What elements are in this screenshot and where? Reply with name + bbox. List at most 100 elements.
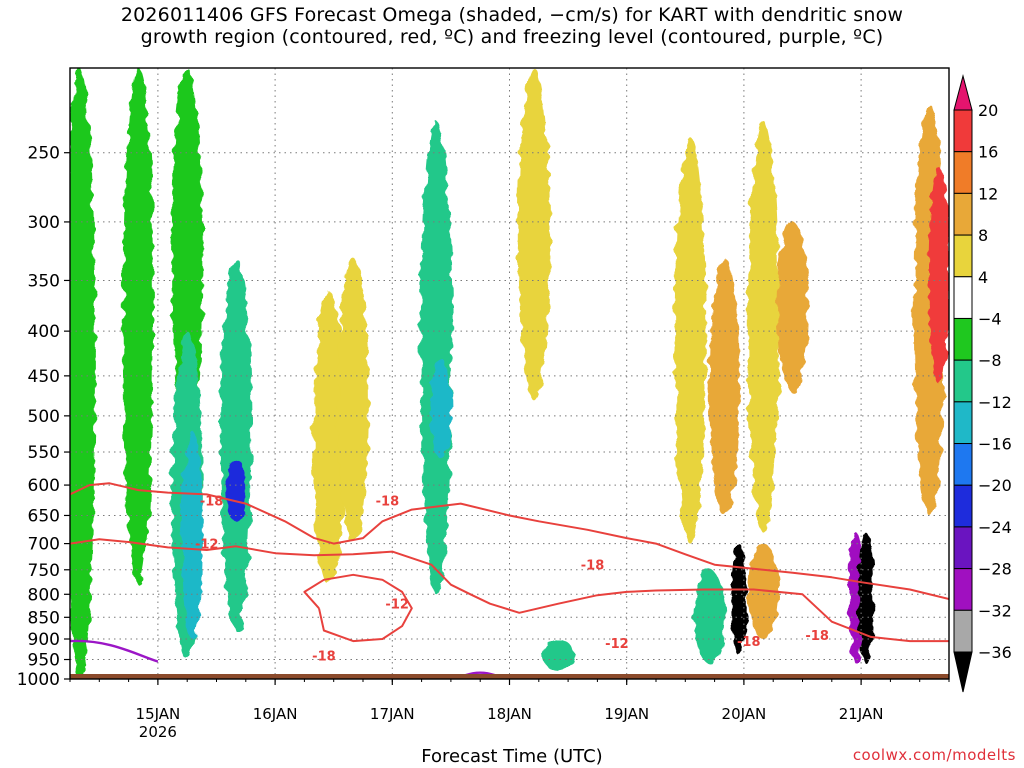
colorbar-label--12: −12 [978, 393, 1012, 412]
y-tick-label-900: 900 [28, 630, 60, 650]
colorbar-label-8: 8 [978, 226, 988, 245]
y-tick-label-500: 500 [28, 407, 60, 427]
omega-feature-8 [337, 258, 369, 544]
colorbar-label--20: −20 [978, 476, 1012, 495]
omega-feature-5 [220, 258, 252, 631]
y-tick-label-550: 550 [28, 443, 60, 463]
omega-feature-1 [122, 68, 154, 585]
omega-feature-14 [694, 569, 726, 664]
omega-feature-23 [928, 167, 949, 385]
x-tick-sublabel-year: 2026 [139, 723, 177, 741]
colorbar-label--28: −28 [978, 560, 1012, 579]
colorbar-label--16: −16 [978, 435, 1012, 454]
omega-shading [70, 68, 949, 679]
y-axis-pressure: 2503003504004505005506006507007508008509… [17, 144, 70, 690]
plot-frame [69, 67, 950, 680]
colorbar-bin-top [953, 74, 973, 111]
y-tick-label-350: 350 [28, 271, 60, 291]
x-tick-label-16JAN: 16JAN [253, 705, 298, 723]
colorbar-bin-9 [953, 443, 973, 486]
colorbar-bin-8 [953, 401, 973, 445]
dgz-label-3: -18 [312, 650, 336, 665]
y-tick-label-950: 950 [28, 651, 60, 671]
x-tick-label-17JAN: 17JAN [370, 705, 415, 723]
colorbar-bin-1 [953, 109, 973, 153]
omega-feature-17 [747, 121, 780, 533]
omega-feature-7 [313, 291, 345, 585]
y-tick-label-600: 600 [28, 476, 60, 496]
colorbar-label--32: −32 [978, 601, 1012, 620]
omega-feature-15 [708, 258, 740, 516]
colorbar-bin-3 [953, 192, 973, 236]
x-tick-label-21JAN: 21JAN [839, 705, 884, 723]
dgz-contour-minus12 [70, 538, 949, 643]
x-tick-label-20JAN: 20JAN [722, 705, 767, 723]
colorbar-label-4: 4 [978, 268, 988, 287]
dgz-label-8: -18 [805, 629, 829, 644]
x-axis-title: Forecast Time (UTC) [421, 746, 603, 767]
chart-title: 2026011406 GFS Forecast Omega (shaded, −… [0, 4, 1024, 48]
omega-feature-11 [518, 68, 550, 401]
omega-feature-21 [858, 532, 874, 664]
y-tick-label-700: 700 [28, 535, 60, 555]
colorbar-bin-10 [953, 484, 973, 528]
omega-feature-12 [542, 639, 574, 672]
omega-feature-0 [70, 68, 96, 679]
omega-feature-16 [731, 543, 747, 656]
source-credit: coolwx.com/modelts [852, 746, 1016, 764]
colorbar-bin-11 [953, 526, 973, 570]
x-tick-label-18JAN: 18JAN [487, 705, 532, 723]
y-tick-label-250: 250 [28, 144, 60, 164]
dgz-label-6: -12 [605, 637, 629, 652]
x-tick-label-15JAN: 15JAN [136, 705, 181, 723]
colorbar-label--4: −4 [978, 309, 1002, 328]
omega-feature-6 [225, 458, 247, 522]
dgz-label-2: -18 [376, 495, 400, 510]
freezing-level-contours [70, 639, 496, 677]
colorbar-bin-bottom [953, 651, 973, 693]
chart-title-line-1: 2026011406 GFS Forecast Omega (shaded, −… [120, 4, 904, 26]
colorbar-bin-4 [953, 234, 973, 278]
colorbar-label-16: 16 [978, 143, 998, 162]
grid-lines [70, 68, 949, 679]
dgz-contour-loop [303, 573, 413, 643]
ground-surface [70, 674, 949, 679]
dgz-label-7: -18 [737, 635, 761, 650]
colorbar-bin-7 [953, 359, 973, 403]
y-tick-label-400: 400 [28, 322, 60, 342]
dgz-label-0: -18 [200, 495, 224, 510]
dgz-label-5: -18 [581, 559, 605, 574]
y-tick-label-300: 300 [28, 213, 60, 233]
colorbar-label-20: 20 [978, 101, 998, 120]
freezing-level-0 [70, 639, 159, 663]
colorbar-label--24: −24 [978, 518, 1012, 537]
x-tick-label-19JAN: 19JAN [604, 705, 649, 723]
colorbar-bin-6 [953, 317, 973, 361]
omega-feature-19 [777, 221, 809, 393]
colorbar-bin-12 [953, 568, 973, 611]
colorbar-label--36: −36 [978, 643, 1012, 662]
y-tick-label-1000: 1000 [17, 670, 60, 690]
omega-blobs [70, 68, 949, 679]
dgz-contour-minus18 [70, 482, 949, 601]
y-tick-label-650: 650 [28, 506, 60, 526]
chart-title-line-2: growth region (contoured, red, ºC) and f… [140, 26, 884, 48]
omega-feature-13 [674, 137, 706, 544]
colorbar-label--8: −8 [978, 351, 1002, 370]
dgz-contours: -18 -12 -18 -18 -12 -18 -12 -18 -18 [70, 482, 949, 665]
colorbar-bin-13 [953, 609, 973, 653]
y-tick-label-850: 850 [28, 608, 60, 628]
omega-feature-10 [430, 358, 452, 459]
dgz-label-1: -12 [195, 538, 219, 553]
y-tick-label-750: 750 [28, 561, 60, 581]
colorbar-label-12: 12 [978, 184, 998, 203]
y-tick-label-800: 800 [28, 585, 60, 605]
y-tick-label-450: 450 [28, 367, 60, 387]
omega-feature-9 [420, 121, 452, 595]
dgz-label-4: -12 [385, 598, 409, 613]
colorbar-bin-5 [953, 276, 973, 319]
omega-feature-4 [181, 430, 203, 640]
colorbar-bin-2 [953, 151, 973, 194]
